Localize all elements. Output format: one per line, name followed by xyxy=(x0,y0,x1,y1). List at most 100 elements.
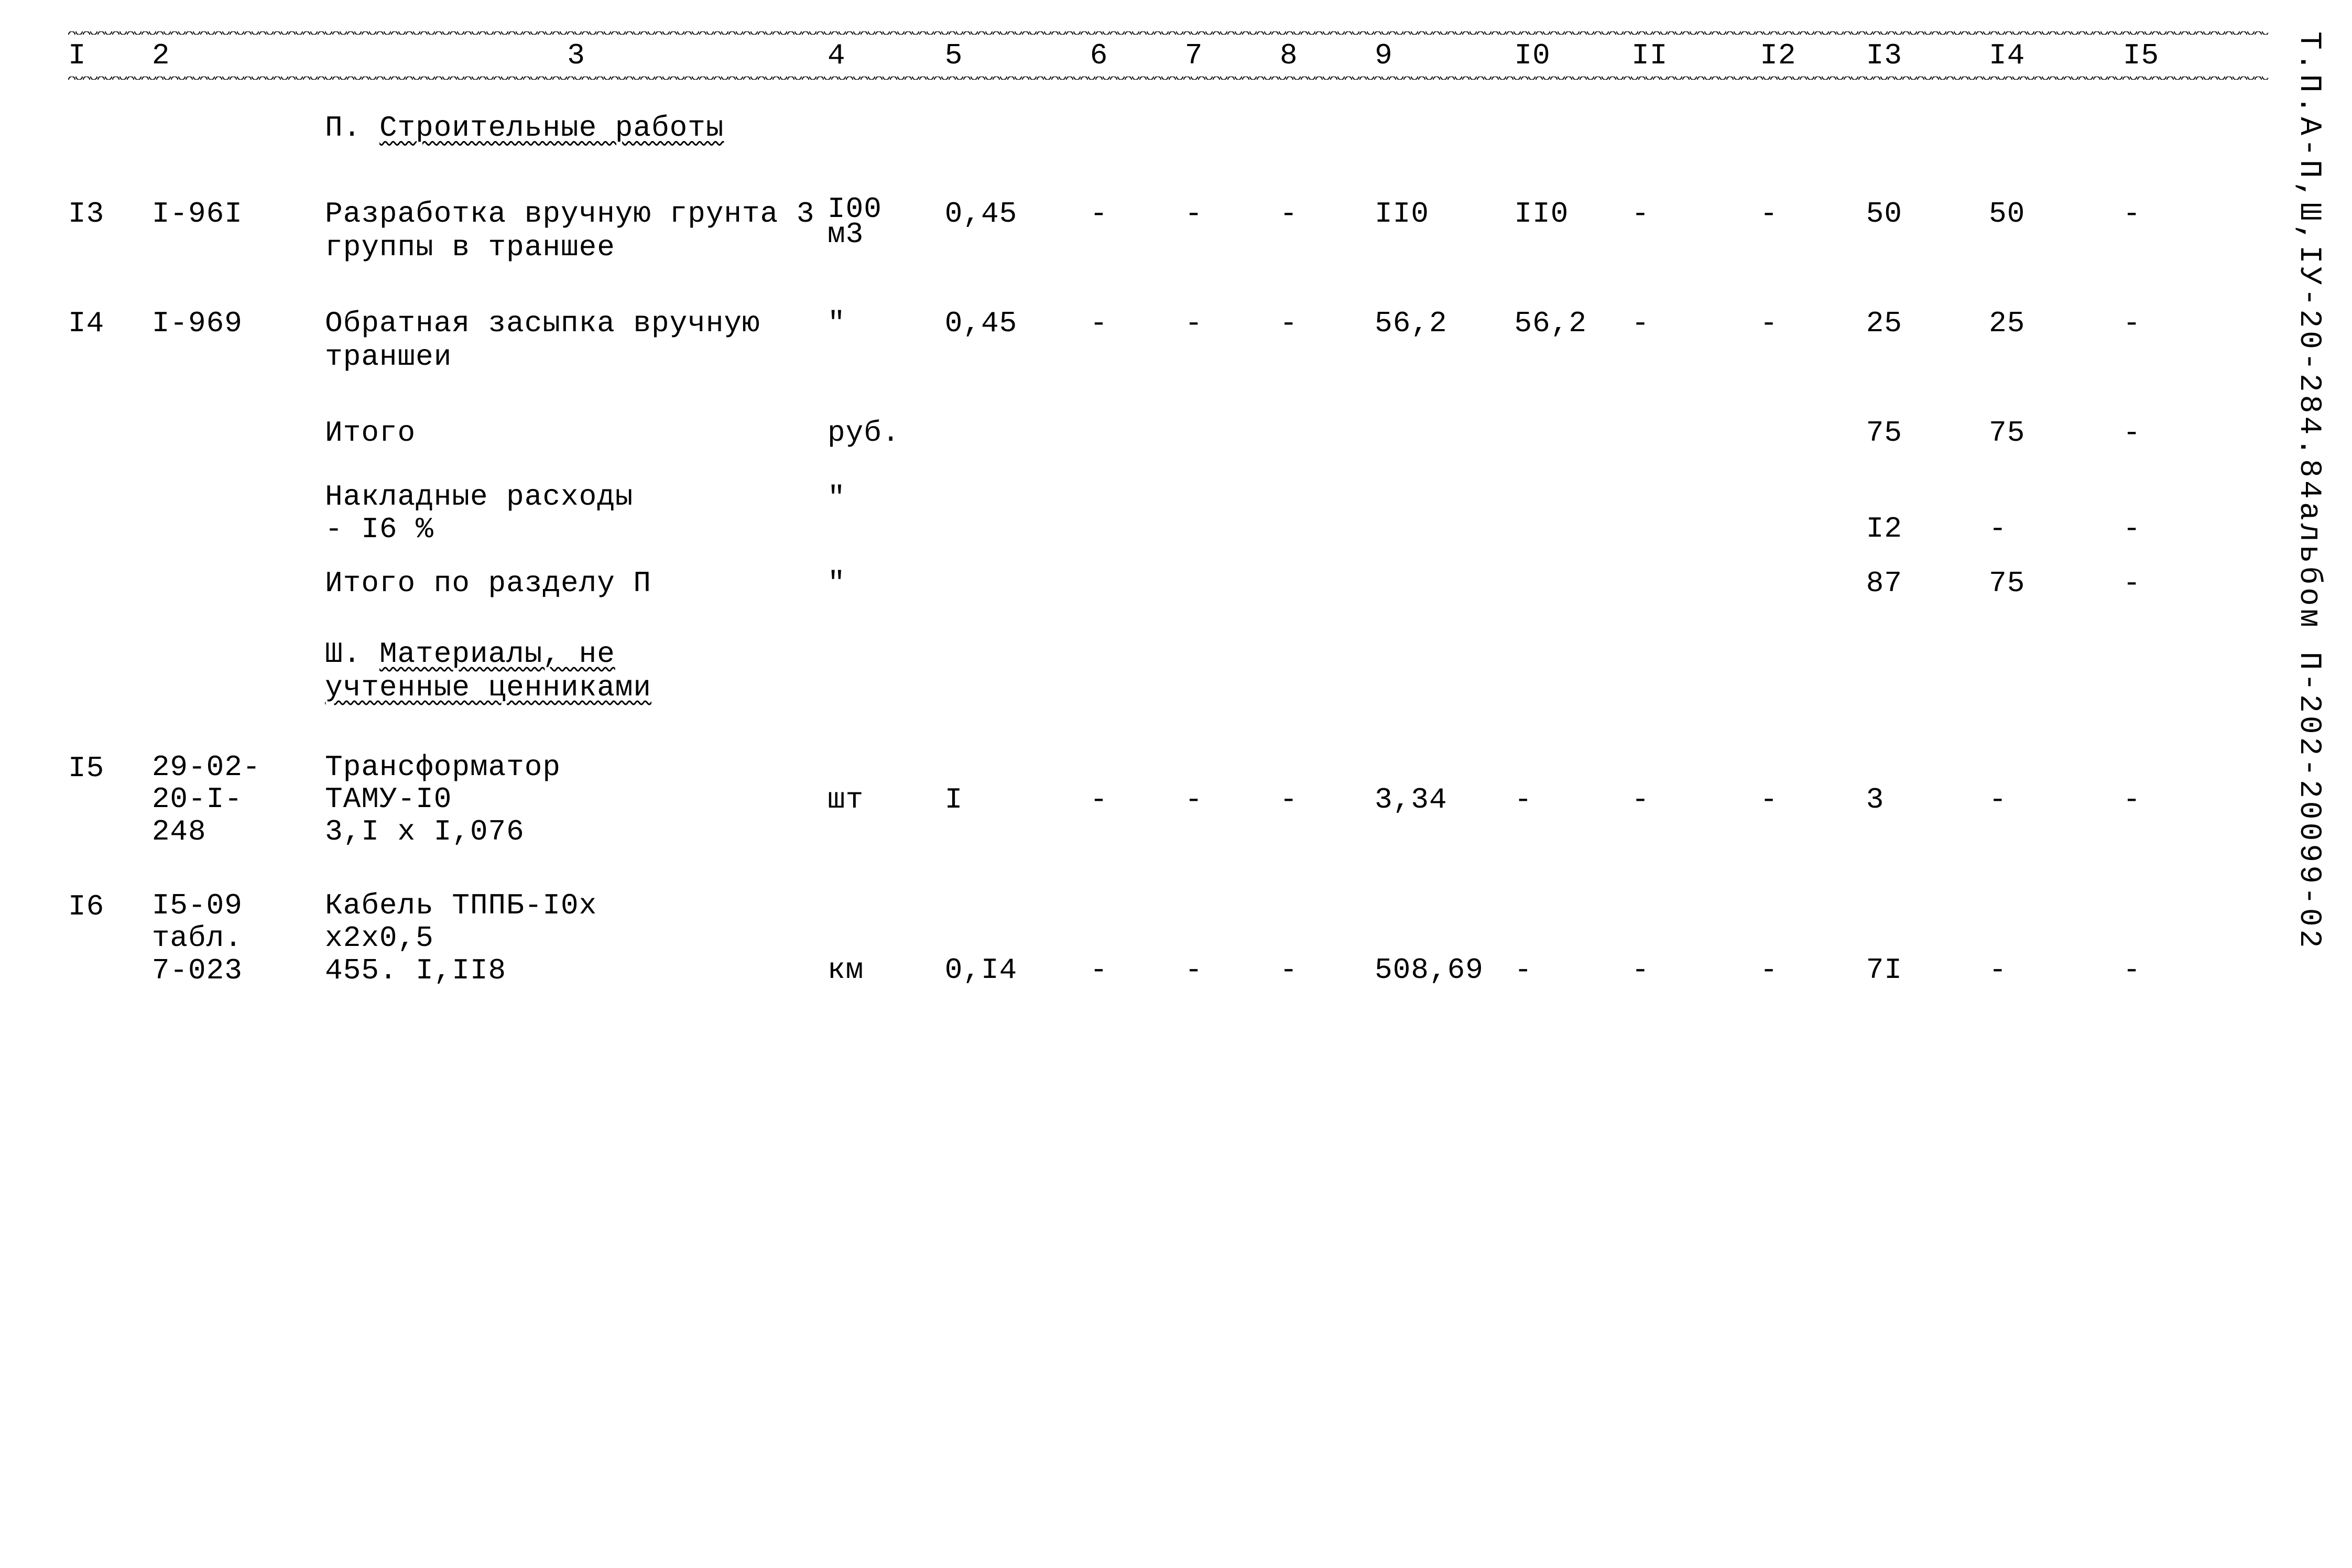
cell: I2 xyxy=(1866,471,1989,556)
cell: - xyxy=(1090,176,1185,286)
cell: 56,2 xyxy=(1375,286,1514,395)
col-header: II xyxy=(1631,35,1760,77)
cell: 0,I4 xyxy=(945,869,1090,1008)
section-2-title: Строительные работы xyxy=(379,111,724,145)
cell: - xyxy=(2123,731,2268,869)
section-2-title-row: П. Строительные работы xyxy=(68,80,2268,176)
data-table: I 2 3 4 5 6 7 8 9 I0 II I2 I3 I4 I5 П. С… xyxy=(68,35,2268,1008)
col-header: I3 xyxy=(1866,35,1989,77)
cell: II0 xyxy=(1515,176,1632,286)
cell: - xyxy=(2123,395,2268,471)
cell: - xyxy=(1989,731,2123,869)
row-code: I-96I xyxy=(152,176,325,286)
row-num: I3 xyxy=(68,176,152,286)
cell: - xyxy=(1631,176,1760,286)
row-desc: Итого по разделу П xyxy=(325,556,827,611)
col-header: 3 xyxy=(325,35,827,77)
cell: - xyxy=(1515,731,1632,869)
cell: - xyxy=(1090,286,1185,395)
row-desc: Трансформатор ТАМУ-I0 3,I х I,076 xyxy=(325,731,827,869)
cell: - xyxy=(1515,869,1632,1008)
cell: - xyxy=(1631,869,1760,1008)
col-header: I0 xyxy=(1515,35,1632,77)
col-header: 2 xyxy=(152,35,325,77)
row-code: I5-09 табл. 7-023 xyxy=(152,869,325,1008)
row-unit: " xyxy=(827,556,945,611)
row-unit: шт xyxy=(827,731,945,869)
cell: 25 xyxy=(1866,286,1989,395)
cell: - xyxy=(1185,731,1280,869)
cell: 75 xyxy=(1989,395,2123,471)
cell: - xyxy=(1280,286,1375,395)
cell: - xyxy=(2123,471,2268,556)
cell: 87 xyxy=(1866,556,1989,611)
row-desc: Кабель ТППБ-I0х х2х0,5 455. I,II8 xyxy=(325,869,827,1008)
col-header: 5 xyxy=(945,35,1090,77)
cell: - xyxy=(1090,731,1185,869)
col-header: 7 xyxy=(1185,35,1280,77)
cell: - xyxy=(2123,869,2268,1008)
cell: 0,45 xyxy=(945,176,1090,286)
cell: - xyxy=(2123,556,2268,611)
col-header: I4 xyxy=(1989,35,2123,77)
col-header: 6 xyxy=(1090,35,1185,77)
cell: - xyxy=(2123,176,2268,286)
row-desc: Итого xyxy=(325,395,827,471)
table-row-overhead: Накладные расходы - I6 % " I2 - - xyxy=(68,471,2268,556)
row-desc: Обратная засыпка вручную траншеи xyxy=(325,286,827,395)
col-header: I5 xyxy=(2123,35,2268,77)
cell: II0 xyxy=(1375,176,1514,286)
row-num: I5 xyxy=(68,731,152,869)
row-code: I-969 xyxy=(152,286,325,395)
section-3-title-l1: Материалы, не xyxy=(379,637,615,671)
row-unit: " xyxy=(827,471,945,556)
cell: 75 xyxy=(1866,395,1989,471)
cell: I xyxy=(945,731,1090,869)
cell: - xyxy=(1989,471,2123,556)
row-code: 29-02- 20-I- 248 xyxy=(152,731,325,869)
sidebar-vertical-text: Т.П.А-П,Ш,IУ-20-284.84 альбом П - 202 - … xyxy=(2292,31,2326,1446)
row-desc: Разработка вручную грунта 3 группы в тра… xyxy=(325,176,827,286)
table-row-section-total: Итого по разделу П " 87 75 - xyxy=(68,556,2268,611)
cell: - xyxy=(1760,731,1866,869)
doc-code: Т.П.А-П,Ш,IУ-20-284.84 xyxy=(2292,31,2326,502)
cell: 75 xyxy=(1989,556,2123,611)
cell: - xyxy=(1185,286,1280,395)
section-3-prefix: Ш. xyxy=(325,637,361,671)
cell: - xyxy=(1760,286,1866,395)
table-header-row: I 2 3 4 5 6 7 8 9 I0 II I2 I3 I4 I5 xyxy=(68,35,2268,77)
cell: 50 xyxy=(1866,176,1989,286)
table-row: I5 29-02- 20-I- 248 Трансформатор ТАМУ-I… xyxy=(68,731,2268,869)
row-unit: км xyxy=(827,869,945,1008)
cell: - xyxy=(1280,176,1375,286)
sep: - xyxy=(2292,673,2326,694)
page-number: 202 xyxy=(2292,694,2326,758)
cell: 3 xyxy=(1866,731,1989,869)
row-unit: I00 м3 xyxy=(827,176,945,286)
section-3-title-row: Ш. Материалы, не учтенные ценниками xyxy=(68,611,2268,731)
cell: - xyxy=(1280,869,1375,1008)
col-header: I2 xyxy=(1760,35,1866,77)
cell: - xyxy=(2123,286,2268,395)
cell: 50 xyxy=(1989,176,2123,286)
album-label: альбом П xyxy=(2292,502,2326,673)
col-header: I xyxy=(68,35,152,77)
cell: - xyxy=(1090,869,1185,1008)
section-2-prefix: П. xyxy=(325,111,361,145)
row-unit: " xyxy=(827,286,945,395)
row-num: I6 xyxy=(68,869,152,1008)
sep: - xyxy=(2292,758,2326,780)
cell: 56,2 xyxy=(1515,286,1632,395)
row-unit: руб. xyxy=(827,395,945,471)
project-code: 20099-02 xyxy=(2292,780,2326,951)
table-row: I6 I5-09 табл. 7-023 Кабель ТППБ-I0х х2х… xyxy=(68,869,2268,1008)
col-header: 4 xyxy=(827,35,945,77)
col-header: 8 xyxy=(1280,35,1375,77)
cell: - xyxy=(1631,731,1760,869)
cell: - xyxy=(1760,869,1866,1008)
section-3-title-l2: учтенные ценниками xyxy=(325,671,651,704)
table-row-subtotal: Итого руб. 75 75 - xyxy=(68,395,2268,471)
cell: - xyxy=(1760,176,1866,286)
page-content: I 2 3 4 5 6 7 8 9 I0 II I2 I3 I4 I5 П. С… xyxy=(68,31,2268,1008)
table-row: I3 I-96I Разработка вручную грунта 3 гру… xyxy=(68,176,2268,286)
